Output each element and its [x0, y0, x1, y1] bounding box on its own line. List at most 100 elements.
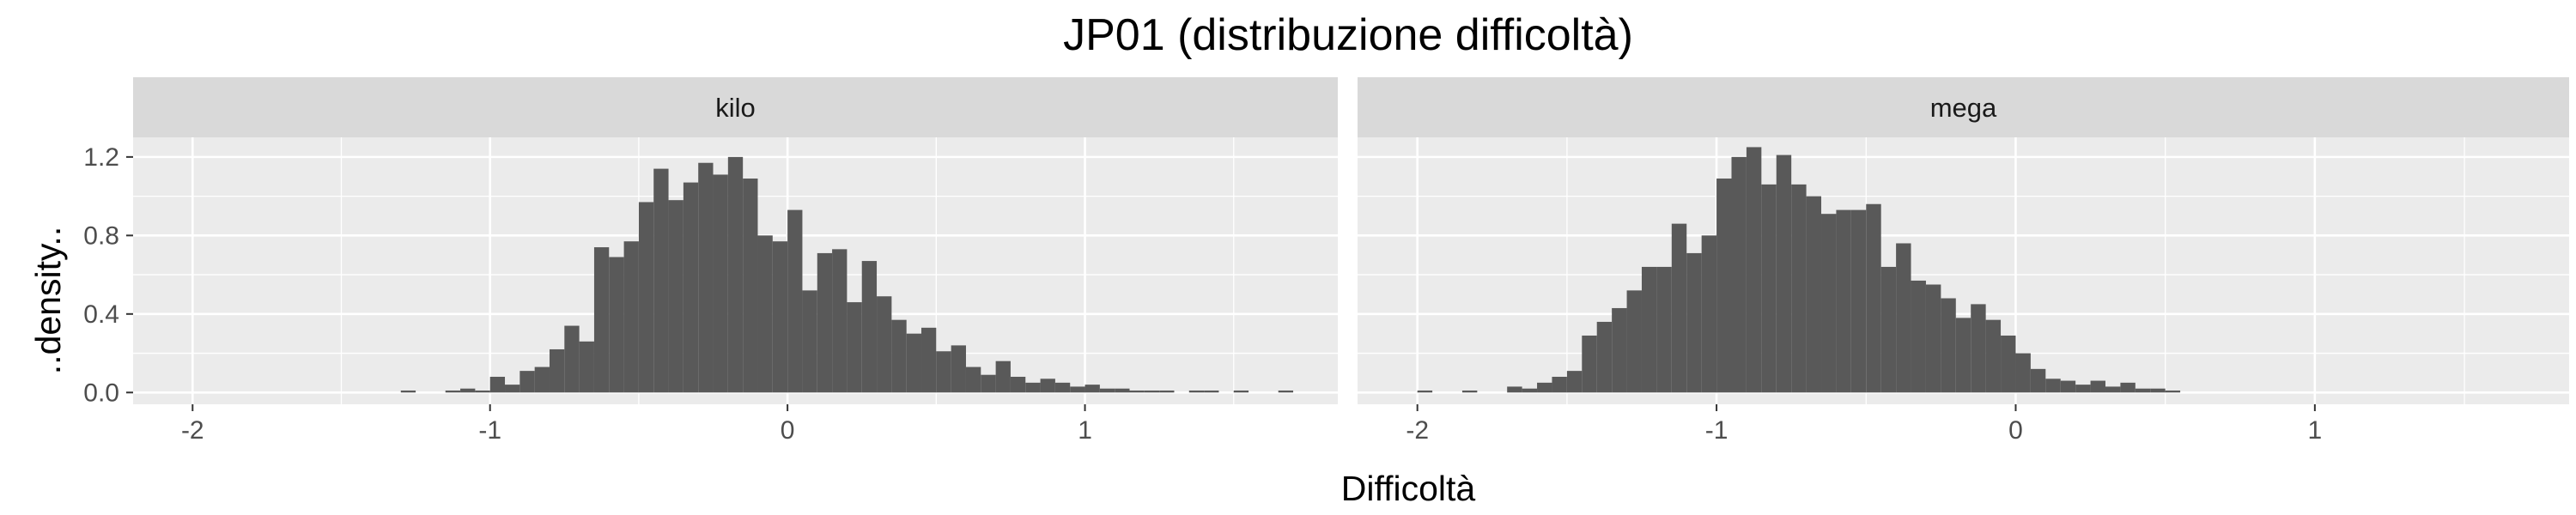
- histogram-bar: [877, 296, 892, 393]
- histogram-bar: [1144, 390, 1160, 393]
- histogram-bar: [609, 257, 624, 393]
- histogram-bar: [1716, 179, 1732, 393]
- histogram-bar: [1612, 307, 1627, 393]
- histogram-bar: [1880, 266, 1897, 393]
- y-tick-label: 0.8: [83, 221, 119, 250]
- histogram-bar: [1188, 390, 1205, 393]
- histogram-bar: [1821, 214, 1837, 393]
- histogram-bar: [1040, 379, 1055, 393]
- histogram-bar: [1507, 386, 1522, 393]
- histogram-bar: [1054, 382, 1071, 393]
- histogram-bar: [1746, 147, 1762, 393]
- facet-panels: kilo -2 -1 0 1 0.0 0.4 0.8 1.2 mega -2 -1 0 1: [83, 77, 2569, 445]
- histogram-bar: [802, 290, 817, 393]
- y-tick-label: 0.0: [83, 379, 119, 407]
- histogram-bar: [1896, 243, 1911, 393]
- histogram-bar: [936, 351, 951, 393]
- histogram-bar: [1084, 385, 1100, 393]
- histogram-bar: [1582, 335, 1597, 393]
- histogram-bar: [787, 209, 803, 393]
- facet-panel-kilo: kilo -2 -1 0 1 0.0 0.4 0.8 1.2: [83, 77, 1338, 445]
- histogram-bar: [2135, 388, 2151, 393]
- histogram-bar: [400, 390, 416, 393]
- histogram-bar: [623, 241, 639, 393]
- histogram-bar: [1070, 386, 1085, 393]
- histogram-bar: [1552, 376, 1567, 393]
- histogram-bar: [1776, 154, 1792, 393]
- histogram-bar: [1850, 209, 1867, 393]
- histogram-bar: [564, 325, 580, 393]
- histogram-bar: [1955, 318, 1971, 393]
- facet-panel-mega: mega -2 -1 0 1: [1358, 77, 2569, 445]
- histogram-bar: [534, 367, 550, 393]
- x-tick-label: -1: [1705, 416, 1728, 445]
- x-axis-title: Difficoltà: [1341, 469, 1476, 508]
- facet-strip-label: kilo: [715, 93, 756, 123]
- x-tick-label: 0: [2008, 416, 2023, 445]
- histogram-bar: [1761, 184, 1777, 393]
- x-tick-label: -2: [1406, 416, 1429, 445]
- histogram-bar: [1985, 319, 2002, 393]
- histogram-bar: [1641, 266, 1657, 393]
- histogram-bar: [757, 235, 773, 393]
- histogram-bar: [713, 174, 728, 393]
- histogram-bar: [505, 385, 520, 393]
- histogram-bar: [1115, 388, 1130, 393]
- histogram-bar: [861, 261, 878, 393]
- histogram-bar: [2015, 353, 2031, 393]
- histogram-bar: [2150, 388, 2166, 393]
- histogram-bar: [995, 360, 1011, 393]
- histogram-bar: [772, 241, 788, 393]
- histogram-bar: [1566, 371, 1583, 393]
- histogram-bar: [2045, 379, 2061, 393]
- histogram-bar: [1791, 184, 1807, 393]
- histogram-bar: [1731, 156, 1747, 393]
- histogram-bar: [965, 367, 981, 393]
- histogram-bar: [1806, 196, 1822, 393]
- histogram-bar: [668, 200, 683, 393]
- histogram-bar: [1866, 203, 1881, 393]
- histogram-bar: [832, 249, 848, 393]
- histogram-bar: [817, 252, 833, 393]
- histogram-bar: [638, 202, 654, 393]
- facet-strip: [133, 77, 1338, 137]
- histogram-bar: [1461, 390, 1478, 393]
- y-tick-label: 0.4: [83, 300, 119, 329]
- histogram-bar: [1671, 223, 1687, 393]
- histogram-bar: [891, 319, 907, 393]
- histogram-bar: [1159, 390, 1175, 393]
- histogram-bar: [727, 156, 744, 393]
- histogram-bar: [1278, 390, 1294, 393]
- histogram-bar: [1537, 382, 1552, 393]
- facet-strip-label: mega: [1930, 93, 1997, 123]
- histogram-bar: [2001, 335, 2016, 393]
- x-tick-label: 1: [2308, 416, 2323, 445]
- histogram-bar: [2105, 386, 2121, 393]
- histogram-bar: [2030, 368, 2046, 393]
- histogram-bar: [489, 376, 506, 393]
- histogram-bar: [460, 388, 476, 393]
- histogram-bar: [1099, 388, 1115, 393]
- histogram-bar: [445, 390, 461, 393]
- histogram-bar: [683, 182, 699, 393]
- y-tick-label: 1.2: [83, 143, 119, 172]
- histogram-bar: [1941, 298, 1956, 393]
- histogram-bar: [951, 345, 966, 393]
- histogram-bar: [519, 371, 535, 393]
- histogram-bar: [2165, 390, 2181, 393]
- histogram-bar: [1129, 390, 1145, 393]
- histogram-bar: [1971, 304, 1986, 393]
- histogram-bar: [1596, 321, 1613, 393]
- x-tick-label: -2: [181, 416, 204, 445]
- histogram-bar: [1010, 376, 1026, 393]
- histogram-bar: [1025, 382, 1041, 393]
- histogram-bar: [1686, 252, 1702, 393]
- x-tick-label: 0: [781, 416, 795, 445]
- x-tick-label: 1: [1078, 416, 1092, 445]
- histogram-bar: [2120, 382, 2136, 393]
- histogram-bar: [847, 302, 862, 393]
- histogram-bar: [981, 374, 996, 393]
- histogram-bar: [1204, 390, 1219, 393]
- histogram-bar: [2075, 385, 2091, 393]
